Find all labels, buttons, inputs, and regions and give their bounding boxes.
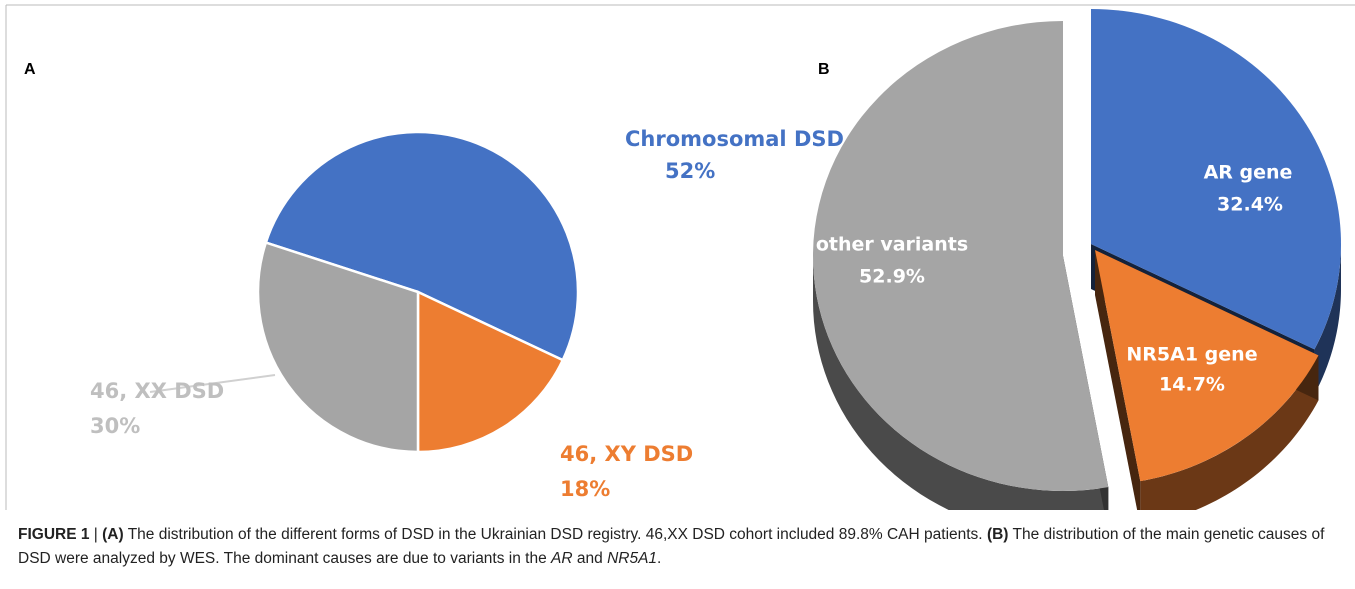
panel-label: A (24, 61, 36, 78)
pie-slice (416, 290, 565, 454)
slice-value-label: 30% (90, 414, 140, 438)
slice-value-label: 52% (665, 159, 715, 183)
panel-label: B (818, 61, 830, 78)
caption-text: and (576, 550, 603, 567)
gene: AR (551, 550, 573, 567)
slice-value-label: 14.7% (1159, 374, 1225, 396)
figure: A B Chromosomal DSD 52% 46, XY DSD 18% 46, X… (5, 4, 1355, 510)
pie-slice (264, 130, 580, 362)
slice-label: 46, XX DSD (90, 379, 224, 403)
pie-slice (1091, 9, 1341, 350)
slice-value-label: 52.9% (859, 266, 925, 288)
slice-label: NR5A1 gene (1126, 344, 1257, 366)
figure-label: FIGURE 1 (18, 526, 90, 543)
leader-line (149, 374, 276, 393)
part-label: (B) (986, 526, 1009, 543)
slice-value-label: 18% (560, 477, 610, 501)
slice-value-label: 32.4% (1217, 194, 1283, 216)
slice-edge (1095, 250, 1141, 510)
gene: NR5A1 (607, 550, 658, 567)
pie-slice (812, 21, 1109, 492)
pie-slice (1095, 250, 1319, 482)
slice-side (813, 256, 1109, 510)
slice-label: Chromosomal DSD (625, 127, 844, 151)
pie-slice (256, 240, 420, 454)
slice-side (1140, 355, 1319, 510)
separator: | (93, 526, 98, 543)
caption-text: The distribution of the main genetic cau… (18, 526, 1325, 567)
slice-label: AR gene (1204, 162, 1293, 184)
slice-side (1314, 244, 1341, 395)
slice-label: other variants (816, 234, 968, 256)
caption-text: . (657, 550, 662, 567)
slice-label: 46, XY DSD (560, 442, 693, 466)
caption: FIGURE 1 | (A) The distribution of the d… (18, 523, 1338, 571)
part-label: (A) (102, 526, 124, 543)
caption-text: The distribution of the different forms … (127, 526, 983, 543)
